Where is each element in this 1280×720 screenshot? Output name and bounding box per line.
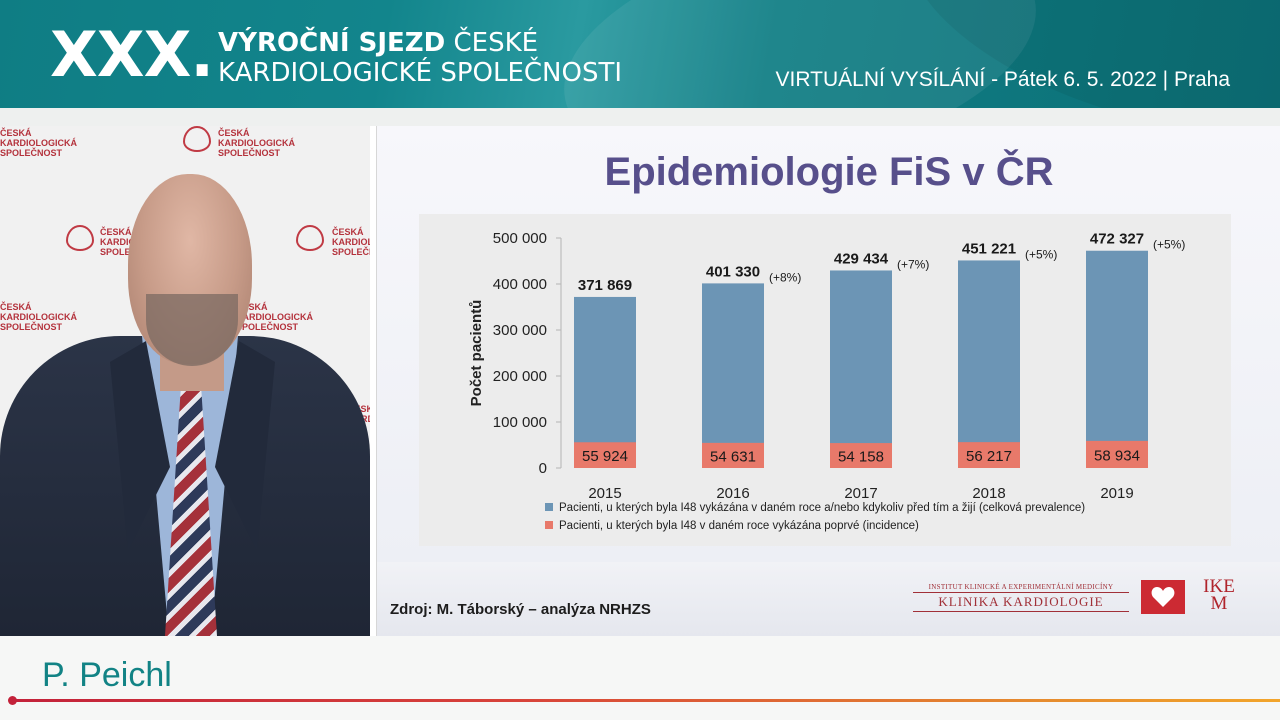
backdrop-logo-line: KARDIOLOGICKÁ: [236, 312, 313, 322]
legend-swatch: [545, 521, 553, 529]
ikem-logo: IKE M: [1197, 576, 1241, 614]
header-divider: [0, 108, 1280, 126]
y-tick-label: 300 000: [493, 322, 547, 339]
data-label-incidence: 54 631: [710, 448, 756, 465]
presentation-slide: Epidemiologie FiS v ČR 0 100 000 200 000 30…: [376, 126, 1280, 636]
y-axis-label: Počet pacientů: [468, 300, 485, 407]
heart-logo-icon: [183, 126, 211, 152]
clinic-name: KLINIKA KARDIOLOGIE: [913, 592, 1129, 612]
data-label-prevalence: 401 330: [706, 263, 760, 280]
data-label-incidence: 55 924: [582, 448, 628, 465]
event-banner: XXX. VÝROČNÍ SJEZD ČESKÉ KARDIOLOGICKÉ S…: [0, 0, 1280, 108]
backdrop-logo-line: SPOLEČNOST: [218, 148, 281, 158]
institute-name: INSTITUT KLINICKÉ A EXPERIMENTÁLNÍ MEDIC…: [928, 583, 1114, 591]
name-underline-dot: [8, 696, 17, 705]
y-tick-label: 500 000: [493, 230, 547, 247]
heart-logo-icon: [66, 225, 94, 251]
ikem-logo-bottom: M: [1210, 593, 1228, 614]
heart-logo-icon: [1141, 580, 1185, 614]
backdrop-logo-line: SPOLEČNOST: [236, 322, 299, 332]
legend-label: Pacienti, u kterých byla I48 v daném roc…: [559, 520, 919, 532]
speaker-name: P. Peichl: [42, 656, 172, 694]
bar-incidence: [702, 442, 764, 468]
data-label-prevalence: 371 869: [578, 277, 632, 294]
slide-footer: [377, 562, 1280, 636]
legend-label: Pacienti, u kterých byla I48 vykázána v …: [559, 502, 1085, 514]
event-title-line2: KARDIOLOGICKÉ SPOLEČNOSTI: [218, 58, 623, 88]
bar-prevalence: [574, 296, 636, 468]
bar-incidence: [1086, 440, 1148, 468]
event-title-rest: ČESKÉ: [445, 28, 539, 58]
backdrop-logo-line: ČESKÁ: [0, 302, 32, 312]
y-tick-label: 400 000: [493, 276, 547, 293]
growth-annotation: (+5%): [1025, 247, 1057, 261]
heart-logo-icon: [296, 225, 324, 251]
event-number: XXX.: [50, 18, 214, 91]
legend-swatch: [545, 503, 553, 511]
lower-third: [0, 636, 1280, 720]
name-underline: [10, 699, 1280, 702]
backdrop-logo-line: ČESKÁ: [100, 227, 132, 237]
backdrop-logo: ČESKÁ KARDIOLOGICKÁ SPOLEČNOST: [236, 302, 313, 332]
backdrop-logo-line: SPOLEČNOST: [0, 322, 63, 332]
bar-prevalence: [1086, 250, 1148, 468]
source-note: Zdroj: M. Táborský – analýza NRHZS: [390, 601, 651, 618]
bar-incidence: [574, 442, 636, 468]
backdrop-logo-line: ČESKÁ: [332, 227, 364, 237]
event-title-bold: VÝROČNÍ SJEZD: [218, 28, 446, 58]
backdrop-logo-line: SPOLEČNOST: [332, 247, 370, 257]
growth-annotation: (+5%): [1153, 238, 1185, 252]
chart-panel: 0 100 000 200 000 300 000 400 000 500 000 Poče…: [419, 214, 1231, 546]
backdrop-logo-line: ČESKÁ: [236, 302, 268, 312]
backdrop-logo-line: ČESKÁ: [218, 128, 250, 138]
backdrop-logo-line: SPOLEČNOST: [0, 148, 63, 158]
backdrop-logo: ČESKÁ KARDIOLOGICKÁ SPOLEČNOST: [0, 128, 77, 158]
heart-icon: [1151, 587, 1175, 607]
data-label-prevalence: 451 221: [962, 240, 1016, 257]
event-title-line1: VÝROČNÍ SJEZD ČESKÉ: [218, 28, 538, 58]
bar-incidence: [958, 442, 1020, 468]
x-tick-label: 2019: [1100, 485, 1133, 502]
backdrop-logo-line: KARDIOLOGICKÁ: [332, 237, 370, 247]
backdrop-logo-line: ČESKÁ: [0, 128, 32, 138]
ikem-logo-top: IKE: [1203, 576, 1235, 597]
data-label-prevalence: 429 434: [834, 250, 889, 267]
data-label-incidence: 56 217: [966, 448, 1012, 465]
backdrop-logo-line: KARDIOLOGICKÁ: [0, 312, 77, 322]
y-tick-label: 200 000: [493, 368, 547, 385]
x-tick-label: 2017: [844, 485, 877, 502]
growth-annotation: (+8%): [769, 270, 801, 284]
bar-prevalence: [702, 283, 764, 468]
bar-prevalence: [958, 260, 1020, 468]
bar-incidence: [830, 443, 892, 468]
growth-annotation: (+7%): [897, 257, 929, 271]
x-tick-label: 2016: [716, 485, 749, 502]
data-label-incidence: 58 934: [1094, 447, 1140, 464]
data-label-prevalence: 472 327: [1090, 231, 1144, 248]
y-tick-label: 100 000: [493, 414, 547, 431]
x-tick-label: 2015: [588, 485, 621, 502]
bar-chart: 0 100 000 200 000 300 000 400 000 500 000 Poče…: [468, 230, 1185, 532]
bar-prevalence: [830, 270, 892, 468]
x-tick-label: 2018: [972, 485, 1005, 502]
backdrop-logo-line: KARDIOLOGICKÁ: [218, 138, 295, 148]
backdrop-logo-line: KARDIOLOGICKÁ: [0, 138, 77, 148]
y-tick-label: 0: [539, 460, 547, 477]
backdrop-logo: ČESKÁ KARDIOLOGICKÁ SPOLEČNOST: [332, 227, 370, 257]
data-label-incidence: 54 158: [838, 449, 884, 466]
backdrop-logo: ČESKÁ KARDIOLOGICKÁ SPOLEČNOST: [0, 302, 77, 332]
broadcast-info: VIRTUÁLNÍ VYSÍLÁNÍ - Pátek 6. 5. 2022 | …: [775, 68, 1230, 91]
backdrop-logo: ČESKÁ KARDIOLOGICKÁ SPOLEČNOST: [218, 128, 295, 158]
speaker-beard: [146, 294, 238, 366]
slide-title: Epidemiologie FiS v ČR: [604, 150, 1054, 194]
speaker-video: ČESKÁ KARDIOLOGICKÁ SPOLEČNOST ČESKÁ KAR…: [0, 126, 370, 636]
